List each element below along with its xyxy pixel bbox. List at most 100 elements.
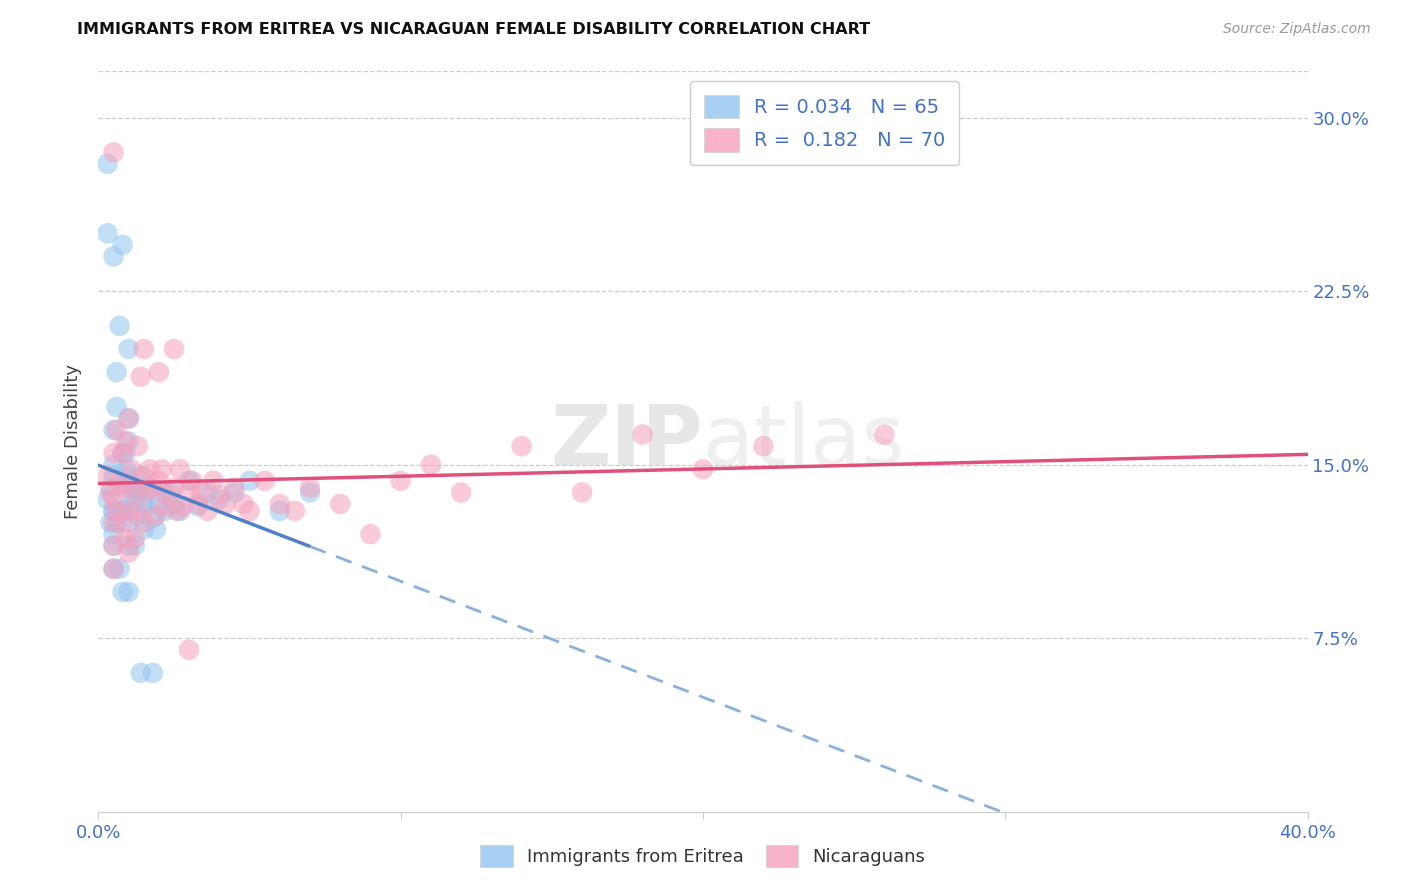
Point bbox=[166, 504, 188, 518]
Point bbox=[118, 469, 141, 483]
Point bbox=[132, 481, 155, 495]
Text: atlas: atlas bbox=[703, 401, 904, 482]
Point bbox=[420, 458, 443, 472]
Point bbox=[118, 585, 141, 599]
Point bbox=[148, 365, 170, 379]
Point bbox=[103, 539, 125, 553]
Point bbox=[631, 427, 654, 442]
Point bbox=[179, 474, 201, 488]
Point bbox=[105, 423, 128, 437]
Point bbox=[253, 474, 276, 488]
Point bbox=[142, 481, 165, 495]
Point bbox=[118, 411, 141, 425]
Point bbox=[118, 434, 141, 449]
Point bbox=[269, 504, 291, 518]
Point bbox=[118, 411, 141, 425]
Point bbox=[360, 527, 382, 541]
Point bbox=[108, 318, 131, 333]
Point bbox=[169, 504, 191, 518]
Point bbox=[114, 481, 136, 495]
Point bbox=[299, 485, 322, 500]
Point bbox=[124, 539, 146, 553]
Point bbox=[111, 516, 134, 530]
Point bbox=[172, 500, 194, 514]
Point bbox=[752, 439, 775, 453]
Point bbox=[111, 446, 134, 460]
Point bbox=[269, 497, 291, 511]
Point bbox=[100, 516, 122, 530]
Point bbox=[103, 469, 125, 483]
Point bbox=[124, 485, 146, 500]
Point bbox=[232, 497, 254, 511]
Point bbox=[103, 562, 125, 576]
Point bbox=[114, 446, 136, 460]
Point bbox=[114, 532, 136, 546]
Point bbox=[103, 458, 125, 472]
Point bbox=[103, 423, 125, 437]
Point bbox=[224, 485, 246, 500]
Point bbox=[195, 504, 218, 518]
Point bbox=[124, 492, 146, 507]
Point bbox=[111, 504, 134, 518]
Point bbox=[156, 488, 179, 502]
Point bbox=[118, 342, 141, 356]
Point bbox=[114, 462, 136, 476]
Point bbox=[103, 562, 125, 576]
Point bbox=[127, 485, 149, 500]
Point bbox=[135, 485, 157, 500]
Point bbox=[96, 492, 118, 507]
Point bbox=[103, 145, 125, 160]
Point bbox=[163, 342, 186, 356]
Point bbox=[105, 365, 128, 379]
Point bbox=[96, 157, 118, 171]
Point bbox=[873, 427, 896, 442]
Point bbox=[135, 500, 157, 514]
Point bbox=[111, 585, 134, 599]
Point bbox=[132, 523, 155, 537]
Point bbox=[118, 504, 141, 518]
Point bbox=[96, 227, 118, 241]
Point bbox=[148, 474, 170, 488]
Point bbox=[121, 481, 143, 495]
Text: IMMIGRANTS FROM ERITREA VS NICARAGUAN FEMALE DISABILITY CORRELATION CHART: IMMIGRANTS FROM ERITREA VS NICARAGUAN FE… bbox=[77, 22, 870, 37]
Point bbox=[148, 497, 170, 511]
Point bbox=[132, 342, 155, 356]
Point bbox=[100, 481, 122, 495]
Point bbox=[103, 446, 125, 460]
Point bbox=[163, 497, 186, 511]
Point bbox=[208, 488, 231, 502]
Point bbox=[108, 562, 131, 576]
Point bbox=[129, 369, 152, 384]
Point bbox=[118, 539, 141, 553]
Point bbox=[284, 504, 307, 518]
Point bbox=[127, 439, 149, 453]
Point bbox=[150, 485, 173, 500]
Point bbox=[239, 474, 262, 488]
Point bbox=[96, 469, 118, 483]
Point bbox=[108, 476, 131, 491]
Point bbox=[127, 508, 149, 523]
Point bbox=[118, 516, 141, 530]
Point bbox=[111, 446, 134, 460]
Point bbox=[142, 511, 165, 525]
Point bbox=[139, 481, 162, 495]
Point bbox=[190, 485, 212, 500]
Point bbox=[129, 469, 152, 483]
Point bbox=[111, 238, 134, 252]
Point bbox=[118, 545, 141, 560]
Point bbox=[163, 481, 186, 495]
Point bbox=[121, 462, 143, 476]
Point bbox=[181, 474, 204, 488]
Point bbox=[153, 500, 176, 514]
Point bbox=[208, 492, 231, 507]
Point bbox=[139, 462, 162, 476]
Point bbox=[160, 485, 183, 500]
Point bbox=[132, 497, 155, 511]
Point bbox=[187, 497, 209, 511]
Point bbox=[179, 485, 201, 500]
Point bbox=[329, 497, 352, 511]
Point bbox=[124, 532, 146, 546]
Point bbox=[103, 504, 125, 518]
Point bbox=[100, 485, 122, 500]
Point bbox=[179, 642, 201, 657]
